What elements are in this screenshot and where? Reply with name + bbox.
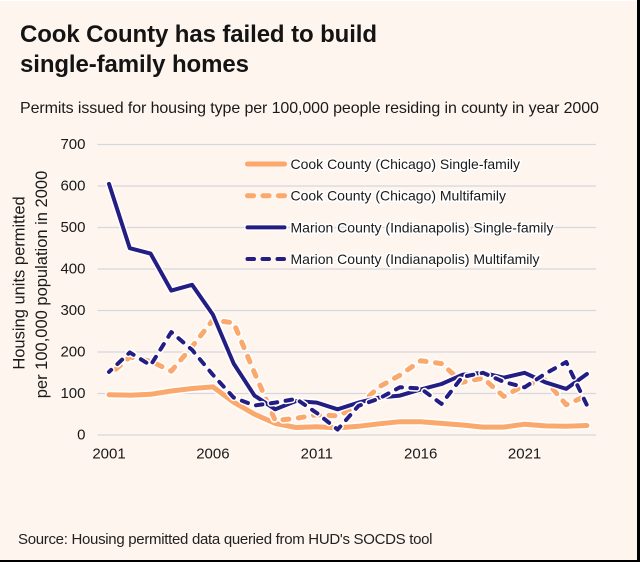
svg-text:2001: 2001: [92, 446, 125, 463]
svg-text:Marion County (Indianapolis) M: Marion County (Indianapolis) Multifamily: [291, 251, 540, 267]
svg-text:200: 200: [60, 344, 85, 361]
svg-text:Marion County (Indianapolis) S: Marion County (Indianapolis) Single-fami…: [291, 219, 554, 235]
svg-text:Cook County (Chicago) Single-f: Cook County (Chicago) Single-family: [291, 156, 521, 172]
svg-text:600: 600: [60, 178, 85, 195]
svg-text:0: 0: [77, 427, 85, 444]
svg-text:Cook County (Chicago) Multifam: Cook County (Chicago) Multifamily: [291, 188, 507, 204]
svg-text:2006: 2006: [196, 446, 229, 463]
svg-text:per 100,000 population in 2000: per 100,000 population in 2000: [33, 171, 51, 399]
svg-text:500: 500: [60, 219, 85, 236]
svg-text:300: 300: [60, 302, 85, 319]
svg-text:2011: 2011: [301, 446, 333, 463]
svg-text:Housing units permitted: Housing units permitted: [11, 196, 29, 369]
svg-text:100: 100: [60, 385, 85, 402]
svg-text:700: 700: [60, 136, 85, 153]
svg-text:2016: 2016: [404, 446, 437, 463]
svg-text:400: 400: [60, 261, 85, 278]
svg-text:2021: 2021: [508, 446, 541, 463]
